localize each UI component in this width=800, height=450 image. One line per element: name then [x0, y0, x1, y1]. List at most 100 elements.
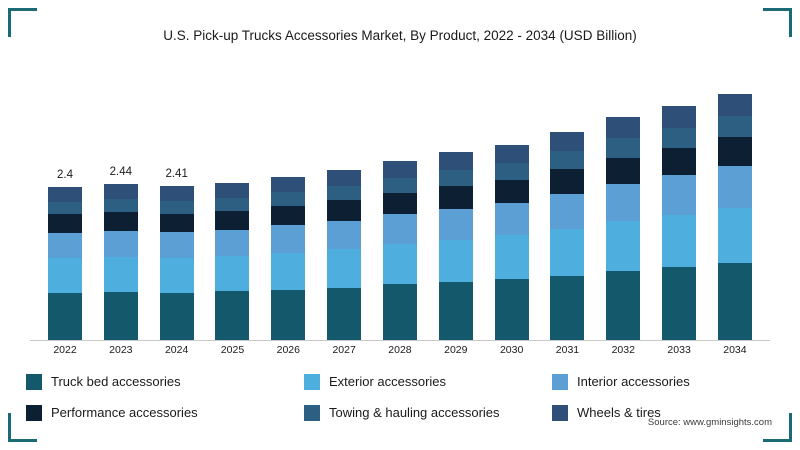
stacked-bar[interactable]: [606, 117, 641, 340]
bar-column[interactable]: [271, 176, 306, 340]
bar-column[interactable]: [550, 131, 585, 340]
legend-row-1: Truck bed accessories Exterior accessori…: [26, 366, 774, 397]
x-axis-tick-label: 2023: [109, 344, 133, 356]
stacked-bar[interactable]: [494, 144, 529, 340]
legend-swatch-icon: [26, 373, 42, 390]
bar-segment: [103, 212, 138, 231]
legend-swatch-icon: [552, 404, 568, 421]
bar-column[interactable]: [717, 93, 752, 340]
legend-label: Truck bed accessories: [51, 374, 181, 389]
stacked-bar[interactable]: [438, 151, 473, 340]
bar-column[interactable]: [327, 169, 362, 340]
legend-item-truck-bed-accessories[interactable]: Truck bed accessories: [26, 373, 304, 390]
legend-item-towing-hauling-accessories[interactable]: Towing & hauling accessories: [304, 404, 552, 421]
bar-segment: [494, 279, 529, 340]
bar-segment: [271, 225, 306, 253]
bar-segment: [327, 185, 362, 201]
legend: Truck bed accessories Exterior accessori…: [26, 366, 774, 428]
legend-swatch-icon: [26, 404, 42, 421]
bar-segment: [271, 252, 306, 290]
bar-value-label: 2.44: [109, 166, 133, 179]
bar-column[interactable]: [494, 144, 529, 340]
legend-item-performance-accessories[interactable]: Performance accessories: [26, 404, 304, 421]
bar-segment: [494, 235, 529, 280]
bar-segment: [606, 157, 641, 184]
stacked-bar[interactable]: [717, 93, 752, 340]
bar-column[interactable]: 2.4: [48, 169, 82, 340]
legend-label: Towing & hauling accessories: [329, 405, 500, 420]
bar-segment: [494, 144, 529, 164]
bar-segment: [606, 117, 641, 139]
chart-title: U.S. Pick-up Trucks Accessories Market, …: [163, 28, 637, 43]
bar-segment: [438, 170, 473, 187]
bar-column[interactable]: [606, 117, 641, 340]
bar-segment: [550, 228, 585, 276]
bar-segment: [271, 289, 306, 340]
bar-segment: [215, 255, 250, 292]
bar-segment: [662, 175, 697, 215]
bar-segment: [550, 275, 585, 340]
legend-item-exterior-accessories[interactable]: Exterior accessories: [304, 373, 552, 390]
bar-segment: [606, 138, 641, 158]
bar-group: 2.4 2.44 2.41: [30, 72, 770, 340]
bar-segment: [48, 201, 82, 215]
stacked-bar[interactable]: [48, 186, 82, 340]
corner-bracket-top-right: [763, 8, 792, 37]
legend-swatch-icon: [304, 404, 320, 421]
bar-segment: [215, 183, 250, 198]
bar-value-label: 2.41: [165, 168, 188, 181]
bar-segment: [382, 177, 417, 194]
bar-segment: [550, 168, 585, 194]
bar-segment: [494, 202, 529, 236]
stacked-bar[interactable]: [271, 176, 306, 340]
bar-segment: [606, 183, 641, 222]
bar-segment: [717, 207, 752, 264]
bar-segment: [662, 147, 697, 176]
stacked-bar[interactable]: [382, 160, 417, 340]
source-attribution: Source: www.gminsights.com: [647, 417, 772, 428]
bar-segment: [48, 258, 82, 293]
x-axis-tick-label: 2028: [388, 344, 412, 356]
bar-segment: [382, 160, 417, 178]
bar-segment: [103, 184, 138, 199]
bar-column[interactable]: 2.44: [103, 166, 138, 340]
stacked-bar[interactable]: [215, 183, 250, 340]
x-axis-tick-label: 2030: [499, 344, 524, 356]
bar-segment: [494, 163, 529, 180]
bar-column[interactable]: [382, 160, 417, 340]
bar-column[interactable]: 2.41: [159, 168, 194, 340]
legend-swatch-icon: [304, 373, 320, 390]
bar-segment: [215, 197, 250, 212]
legend-swatch-icon: [552, 373, 568, 390]
bar-segment: [550, 131, 585, 152]
x-axis-tick-label: 2033: [667, 344, 691, 356]
stacked-bar[interactable]: [662, 105, 697, 340]
x-axis-tick-label: 2029: [444, 344, 468, 356]
stacked-bar[interactable]: [159, 186, 194, 340]
bar-column[interactable]: [215, 183, 250, 340]
legend-item-interior-accessories[interactable]: Interior accessories: [552, 373, 762, 390]
bar-segment: [550, 151, 585, 169]
bar-segment: [717, 93, 752, 117]
stacked-bar[interactable]: [103, 184, 138, 340]
legend-label: Interior accessories: [577, 374, 690, 389]
bar-segment: [48, 186, 82, 202]
bar-segment: [159, 232, 194, 258]
stacked-bar[interactable]: [327, 169, 362, 340]
bar-segment: [606, 271, 641, 340]
bar-column[interactable]: [662, 105, 697, 340]
bar-segment: [550, 193, 585, 229]
bar-segment: [382, 284, 417, 340]
bar-segment: [327, 220, 362, 250]
legend-item-wheels-tires[interactable]: Wheels & tires: [552, 404, 762, 421]
bar-column[interactable]: [438, 151, 473, 340]
bar-segment: [215, 291, 250, 340]
bar-segment: [438, 186, 473, 209]
bar-segment: [717, 137, 752, 167]
bar-segment: [159, 186, 194, 201]
stacked-bar[interactable]: [550, 131, 585, 340]
bar-segment: [159, 213, 194, 233]
x-axis-tick-label: 2024: [164, 344, 189, 356]
bar-segment: [327, 249, 362, 288]
bar-segment: [494, 179, 529, 203]
